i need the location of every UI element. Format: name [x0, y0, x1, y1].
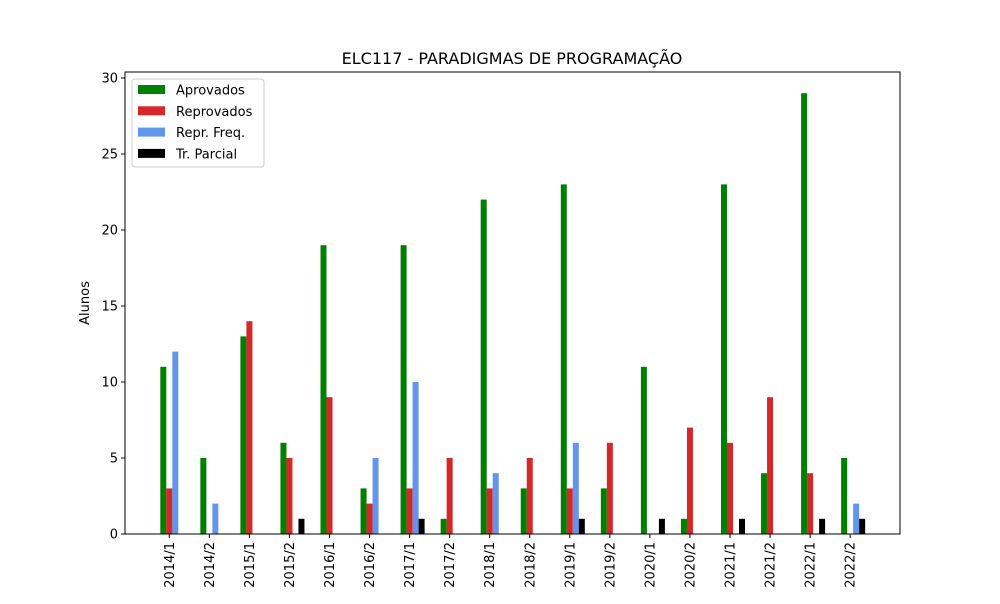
x-tick-label: 2018/2: [523, 542, 538, 588]
y-tick-label: 0: [110, 528, 118, 543]
bar-tr-parcial-2021-1: [739, 518, 745, 534]
legend-frame: [131, 78, 265, 168]
bar-reprovados-2017-2: [446, 458, 453, 534]
bar-tr-parcial-2019-1: [578, 518, 585, 534]
bar-repr-freq-2022-2: [853, 503, 860, 534]
bar-aprovados-2020-1: [640, 366, 647, 534]
chart-title: ELC117 - PARADIGMAS DE PROGRAMAÇÃO: [342, 49, 683, 68]
x-tick-label: 2020/1: [643, 542, 658, 588]
bar-reprovados-2017-1: [406, 488, 413, 534]
bar-tr-parcial-2022-1: [819, 518, 826, 534]
y-tick-label: 5: [110, 452, 118, 467]
x-tick-label: 2015/2: [283, 542, 298, 588]
legend-swatch: [138, 127, 165, 137]
bar-aprovados-2015-1: [240, 336, 247, 534]
bar-repr-freq-2017-1: [412, 382, 419, 534]
bar-aprovados-2017-1: [400, 245, 407, 534]
legend: Aprovados Reprovados Repr. Freq. Tr. Parcia…: [131, 78, 265, 168]
bar-aprovados-2021-1: [721, 184, 727, 534]
x-tick-label: 2021/2: [764, 542, 779, 588]
bar-aprovados-2021-2: [761, 473, 768, 534]
bar-repr-freq-2019-1: [572, 442, 579, 534]
bar-aprovados-2017-2: [440, 518, 447, 534]
legend-label: Tr. Parcial: [175, 147, 237, 162]
x-tick-label: 2016/2: [363, 542, 378, 588]
y-tick-label: 10: [101, 376, 118, 391]
bar-reprovados-2020-2: [686, 427, 693, 534]
x-tick-label: 2022/1: [804, 542, 819, 588]
bar-reprovados-2016-1: [326, 397, 333, 534]
bar-reprovados-2016-2: [366, 503, 373, 534]
x-tick-label: 2021/1: [724, 542, 739, 588]
y-tick-label: 20: [101, 224, 118, 239]
bar-reprovados-2019-1: [566, 488, 573, 534]
bar-repr-freq-2014-2: [212, 503, 219, 534]
x-tick-label: 2020/2: [683, 542, 698, 588]
bar-reprovados-2015-2: [286, 458, 293, 534]
axes-group: 0 5 10 15 20 25 30 2014/1 2014/2 2015/1 2015/2 2016…: [101, 72, 858, 588]
x-tick-label: 2019/2: [603, 542, 618, 588]
plot-frame: [124, 71, 901, 535]
legend-swatch: [138, 106, 165, 116]
x-tick-label: 2022/2: [844, 542, 859, 588]
bar-aprovados-2018-1: [480, 199, 487, 534]
bar-reprovados-2015-1: [246, 321, 253, 534]
bar-reprovados-2018-1: [486, 488, 493, 534]
bar-tr-parcial-2022-2: [859, 518, 866, 534]
bar-aprovados-2022-1: [801, 93, 808, 534]
x-tick-label: 2017/2: [443, 542, 458, 588]
bar-reprovados-2021-2: [767, 397, 774, 534]
bar-aprovados-2014-1: [160, 366, 167, 534]
x-tick-label: 2019/1: [563, 542, 578, 588]
y-tick-label: 25: [101, 148, 118, 163]
bar-tr-parcial-2020-1: [658, 518, 665, 534]
x-tick-label: 2015/1: [243, 542, 258, 588]
bar-aprovados-2019-2: [600, 488, 607, 534]
y-tick-label: 30: [101, 72, 118, 87]
bar-reprovados-2014-1: [166, 488, 173, 534]
legend-label: Reprovados: [176, 105, 253, 120]
bar-aprovados-2019-1: [560, 184, 567, 534]
x-tick-label: 2017/1: [403, 542, 418, 588]
bar-reprovados-2019-2: [606, 442, 613, 534]
bar-repr-freq-2014-1: [172, 351, 179, 534]
bar-tr-parcial-2015-2: [298, 518, 305, 534]
x-tick-label: 2014/2: [203, 542, 218, 588]
bar-aprovados-2016-2: [360, 488, 367, 534]
legend-swatch: [138, 148, 165, 158]
bar-reprovados-2018-2: [526, 458, 533, 534]
bar-aprovados-2018-2: [520, 488, 527, 534]
bar-aprovados-2020-2: [680, 518, 687, 534]
y-axis-label: Alunos: [78, 281, 93, 325]
bar-aprovados-2022-2: [841, 458, 848, 534]
bar-aprovados-2016-1: [320, 245, 327, 534]
x-tick-label: 2014/1: [163, 542, 178, 588]
bar-reprovados-2022-1: [807, 473, 814, 534]
x-tick-label: 2016/1: [323, 542, 338, 588]
bar-aprovados-2014-2: [200, 458, 207, 534]
y-tick-label: 15: [101, 300, 118, 315]
bar-aprovados-2015-2: [280, 442, 287, 534]
bars-group: [160, 93, 866, 534]
bar-repr-freq-2018-1: [492, 473, 499, 534]
legend-label: Repr. Freq.: [176, 126, 245, 141]
bar-repr-freq-2016-2: [372, 458, 379, 534]
x-tick-label: 2018/1: [483, 542, 498, 588]
legend-label: Aprovados: [176, 84, 245, 99]
bar-reprovados-2021-1: [727, 442, 733, 534]
legend-swatch: [138, 85, 165, 94]
bar-tr-parcial-2017-1: [418, 518, 425, 534]
